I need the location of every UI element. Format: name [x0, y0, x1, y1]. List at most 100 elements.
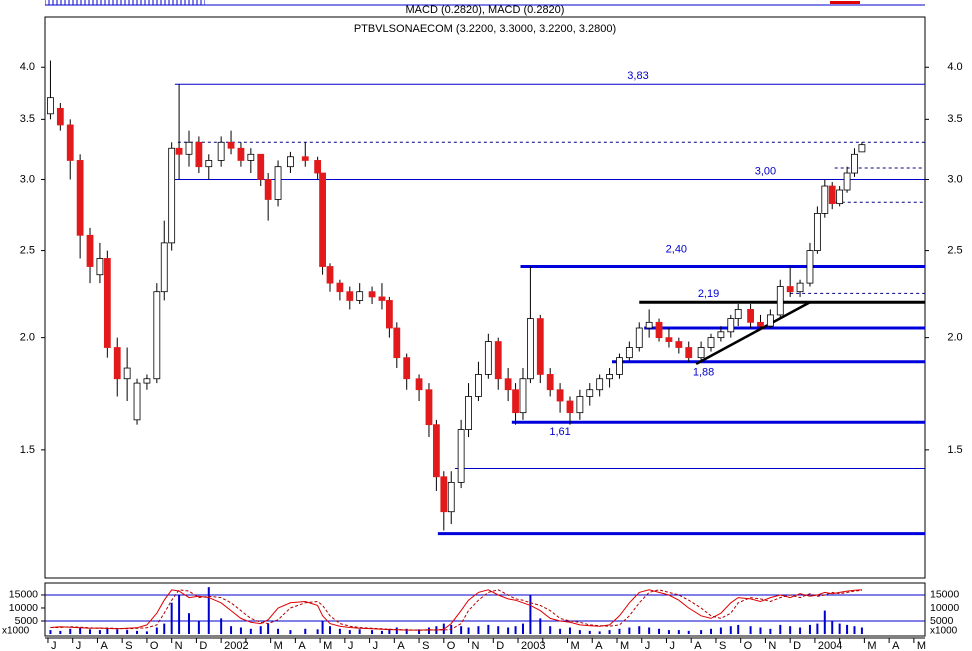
volume-unit-label: x1000	[2, 626, 30, 637]
volume-bar	[799, 627, 802, 634]
candle-body	[195, 141, 203, 168]
volume-bar	[69, 628, 72, 634]
volume-panel-frame	[44, 582, 926, 637]
candle-body	[96, 258, 104, 276]
volume-bar	[79, 627, 82, 634]
candle-body	[326, 266, 334, 284]
candle-body	[425, 389, 433, 426]
x-tick-label: N	[175, 640, 183, 651]
volume-bar	[395, 627, 398, 634]
volume-bar	[687, 630, 690, 634]
x-tick-label: 2004	[818, 640, 842, 651]
candle-body	[566, 400, 574, 414]
volume-bar	[507, 627, 510, 634]
volume-bar	[700, 630, 703, 634]
volume-bar	[549, 626, 552, 634]
candle-body	[796, 282, 804, 293]
candle-body	[237, 147, 245, 161]
volume-bar	[588, 630, 591, 634]
candle-body	[257, 153, 265, 180]
volume-bar	[230, 626, 233, 634]
x-tick-label: 2003	[521, 640, 545, 651]
volume-bar	[759, 627, 762, 634]
candle-body	[512, 389, 519, 414]
candle-body	[697, 347, 705, 359]
x-tick-label: O	[447, 640, 456, 651]
x-tick-label: D	[199, 640, 207, 651]
candle-body	[66, 124, 74, 161]
candle-body	[665, 337, 673, 342]
candle-body	[314, 160, 322, 174]
candle-body	[403, 357, 411, 380]
x-tick-label: M	[620, 640, 629, 651]
candle-body	[465, 396, 472, 430]
y-tick-label: 3.0	[947, 173, 962, 185]
candle-body	[806, 250, 814, 284]
volume-bar	[197, 620, 200, 634]
candle-body	[185, 141, 193, 155]
x-tick-label: M	[323, 640, 332, 651]
candle-body	[776, 286, 784, 316]
x-tick-label: J	[645, 640, 651, 651]
candle-body	[717, 331, 725, 339]
volume-bar	[329, 626, 332, 634]
x-tick-label: A	[100, 640, 108, 651]
y-tick-label: 2.0	[947, 332, 962, 344]
x-tick-label: J	[348, 640, 354, 651]
volume-bar	[136, 630, 139, 634]
volume-bar	[568, 627, 571, 634]
volume-bar	[853, 626, 856, 634]
volume-bar	[838, 623, 841, 634]
y-tick-label: 3.0	[20, 173, 35, 185]
candle-body	[385, 300, 393, 329]
volume-bar	[267, 623, 270, 634]
candle-body	[596, 378, 604, 391]
volume-bar	[608, 630, 611, 634]
volume-bar	[49, 630, 52, 634]
candle-body	[494, 341, 502, 380]
volume-bar	[769, 628, 772, 634]
candle-body	[836, 189, 844, 205]
volume-bar	[808, 624, 811, 634]
volume-bar	[371, 630, 374, 634]
x-tick-label: A	[595, 640, 603, 651]
x-tick-label: N	[768, 640, 776, 651]
x-tick-label: O	[150, 640, 159, 651]
candle-body	[727, 318, 735, 333]
volume-bar	[667, 630, 670, 634]
x-tick-label: D	[496, 640, 504, 651]
volume-tick-label: 10000	[930, 602, 959, 614]
x-tick-label: A	[298, 640, 306, 651]
volume-bar	[737, 624, 740, 634]
candle-body	[86, 234, 94, 267]
x-tick-label: A	[397, 640, 405, 651]
volume-bar	[816, 623, 819, 634]
candle-body	[346, 291, 354, 301]
y-tick-label: 1.5	[20, 444, 35, 456]
volume-bar	[487, 624, 490, 634]
y-tick-label: 3.5	[947, 113, 962, 125]
volume-bar	[467, 627, 470, 634]
volume-bar	[477, 626, 480, 634]
level-label: 2,40	[666, 243, 687, 255]
x-tick-label: M	[867, 640, 876, 651]
candle-body	[519, 378, 527, 414]
x-tick-label: J	[669, 640, 675, 651]
candle-body	[645, 321, 653, 329]
macd-histogram	[45, 0, 205, 5]
y-tick-label: 2.0	[20, 332, 35, 344]
volume-bar	[145, 631, 148, 634]
volume-bar	[658, 628, 661, 634]
macd-histogram	[830, 1, 860, 4]
candle-body	[843, 172, 851, 191]
volume-bar	[729, 626, 732, 634]
volume-bar	[170, 602, 173, 634]
candle-body	[457, 429, 465, 483]
volume-bar	[578, 630, 581, 634]
level-label: 3,83	[627, 70, 648, 82]
x-tick-label: O	[744, 640, 753, 651]
candle-body	[484, 341, 492, 375]
x-tick-label: M	[917, 640, 926, 651]
volume-bar	[831, 620, 834, 634]
candle-body	[828, 185, 836, 205]
